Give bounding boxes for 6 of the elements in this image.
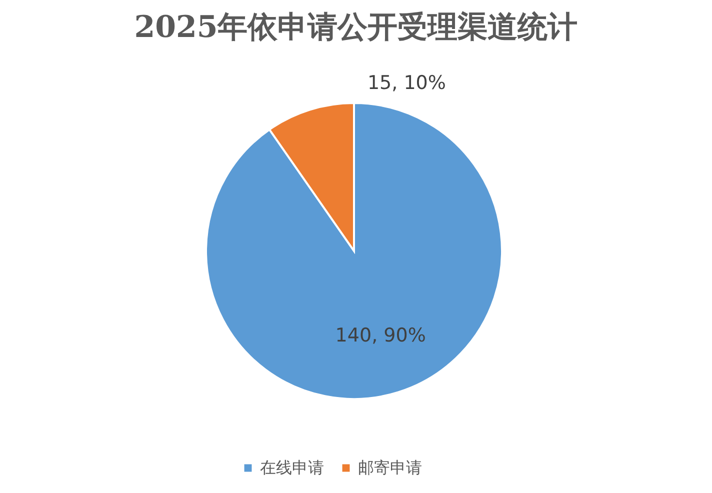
- chart-title: 2025年依申请公开受理渠道统计: [134, 10, 578, 45]
- pie-slice: [205, 102, 503, 400]
- data-label: 140, 90%: [335, 324, 426, 347]
- data-label: 15, 10%: [367, 72, 446, 94]
- legend-label: 邮寄申请: [358, 458, 422, 477]
- legend-label: 在线申请: [260, 458, 324, 477]
